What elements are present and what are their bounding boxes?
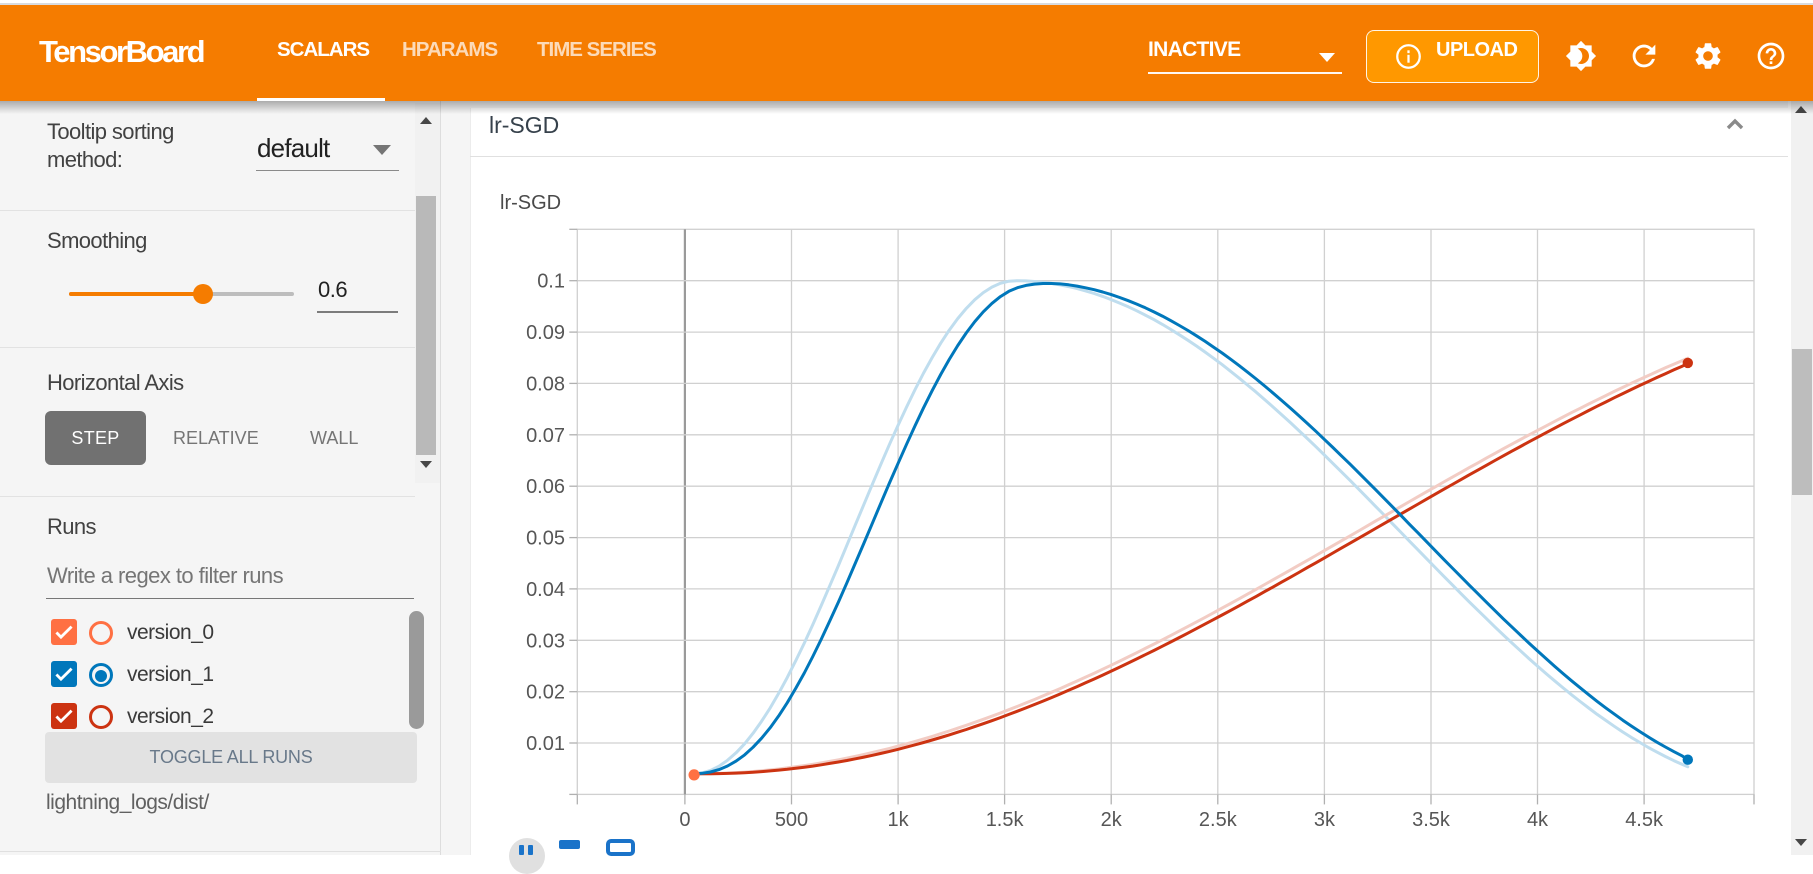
svg-text:3k: 3k [1314, 809, 1336, 831]
svg-text:0.01: 0.01 [526, 733, 565, 755]
svg-text:0.07: 0.07 [526, 425, 565, 447]
svg-text:1k: 1k [888, 809, 910, 831]
svg-text:4k: 4k [1527, 809, 1549, 831]
svg-text:0.09: 0.09 [526, 322, 565, 344]
svg-text:1.5k: 1.5k [986, 809, 1025, 831]
svg-text:0.06: 0.06 [526, 476, 565, 498]
svg-text:0.04: 0.04 [526, 579, 565, 601]
svg-text:2k: 2k [1101, 809, 1123, 831]
svg-text:0: 0 [679, 809, 690, 831]
svg-text:0.05: 0.05 [526, 528, 565, 550]
svg-text:3.5k: 3.5k [1412, 809, 1451, 831]
svg-text:0.08: 0.08 [526, 373, 565, 395]
svg-text:0.03: 0.03 [526, 630, 565, 652]
svg-text:4.5k: 4.5k [1625, 809, 1664, 831]
svg-text:2.5k: 2.5k [1199, 809, 1238, 831]
svg-text:0.02: 0.02 [526, 682, 565, 704]
svg-text:0.1: 0.1 [537, 271, 565, 293]
svg-text:500: 500 [775, 809, 808, 831]
